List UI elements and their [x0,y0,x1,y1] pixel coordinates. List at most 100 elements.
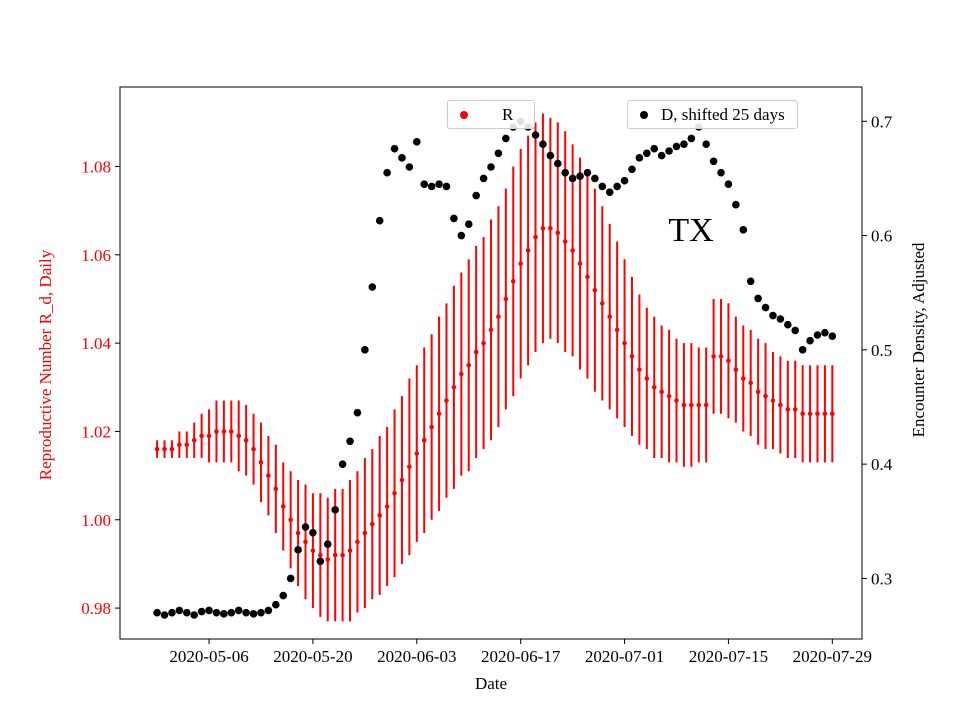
legend-r-label: R [502,104,514,124]
d-point [568,174,577,183]
d-point [539,140,547,148]
r-point [770,398,776,403]
d-point [316,557,325,566]
r-point [703,402,709,408]
r-point [266,473,271,478]
x-tick-label: 2020-07-15 [689,647,768,666]
r-point [362,530,368,536]
d-point [272,600,280,609]
d-point [435,180,443,188]
d-point [160,611,169,619]
r-point [614,327,620,333]
d-point [479,174,488,183]
left-tick-label: 1.00 [81,511,111,530]
d-point [487,163,495,171]
r-point [466,362,472,368]
r-point [488,327,494,333]
r-point [659,389,664,395]
r-point [733,367,739,372]
d-point [457,231,466,240]
d-point [598,182,607,191]
d-point [331,506,339,514]
d-point [375,216,384,225]
d-point [182,608,191,617]
r-point [600,301,605,306]
r-point [718,354,724,359]
r-point [785,407,791,412]
r-point [177,442,182,447]
right-tick-label: 0.6 [871,227,892,246]
r-point [384,504,390,509]
d-point [702,140,710,148]
d-point [368,283,377,291]
d-point [546,151,555,160]
d-point [605,188,614,196]
plot-frame [119,86,863,640]
d-point [242,608,250,617]
r-point [459,371,464,377]
d-point [828,332,837,340]
left-tick-label: 1.02 [81,422,111,441]
d-point [687,134,696,143]
r-point [689,402,694,408]
d-point [413,138,421,146]
d-point [613,182,621,191]
d-point [286,574,295,583]
d-point [650,144,659,153]
r-point [347,548,353,553]
r-point [592,287,598,293]
d-point [264,606,273,615]
d-point [205,606,213,615]
d-point [553,159,562,168]
d-point [190,611,198,619]
r-point [696,402,702,408]
d-point [561,168,569,177]
r-point [355,539,360,545]
d-point [672,142,681,151]
r-point [755,389,761,395]
d-point [427,182,436,191]
r-point [815,411,820,417]
r-point [540,226,546,231]
r-point [414,451,420,456]
left-tick-label: 1.06 [81,246,111,265]
r-point [674,398,679,403]
r-point [666,393,672,399]
x-tick-label: 2020-05-06 [169,647,248,666]
r-point [740,376,746,381]
r-point [629,354,635,359]
r-point [644,376,650,381]
r-point [525,248,531,253]
d-point [464,220,473,228]
d-point [635,154,644,162]
d-point [175,606,184,615]
d-point [361,346,369,354]
d-point [665,147,673,155]
d-point [502,134,510,143]
d-point [249,610,258,618]
r-point [763,393,768,399]
r-point [214,429,219,434]
r-point [199,433,204,439]
r-point [585,274,590,280]
legend-d-marker-icon [640,110,648,119]
r-point [726,358,731,364]
r-point [206,433,212,439]
d-point [405,163,414,171]
r-point [399,477,405,483]
r-point [555,230,561,236]
x-tick-label: 2020-06-17 [481,647,561,666]
d-point [353,408,362,417]
d-point [643,149,651,158]
r-point [243,437,249,443]
r-point [533,234,538,240]
d-point [227,608,236,617]
axis-tick-marks [115,120,867,644]
right-axis-label: Encounter Density, Adjusted [909,242,928,438]
r-point [191,437,197,443]
r-point [503,296,509,302]
legend-r: R [447,100,535,129]
r-point [436,411,442,417]
d-point [197,607,206,616]
d-point [583,168,592,177]
